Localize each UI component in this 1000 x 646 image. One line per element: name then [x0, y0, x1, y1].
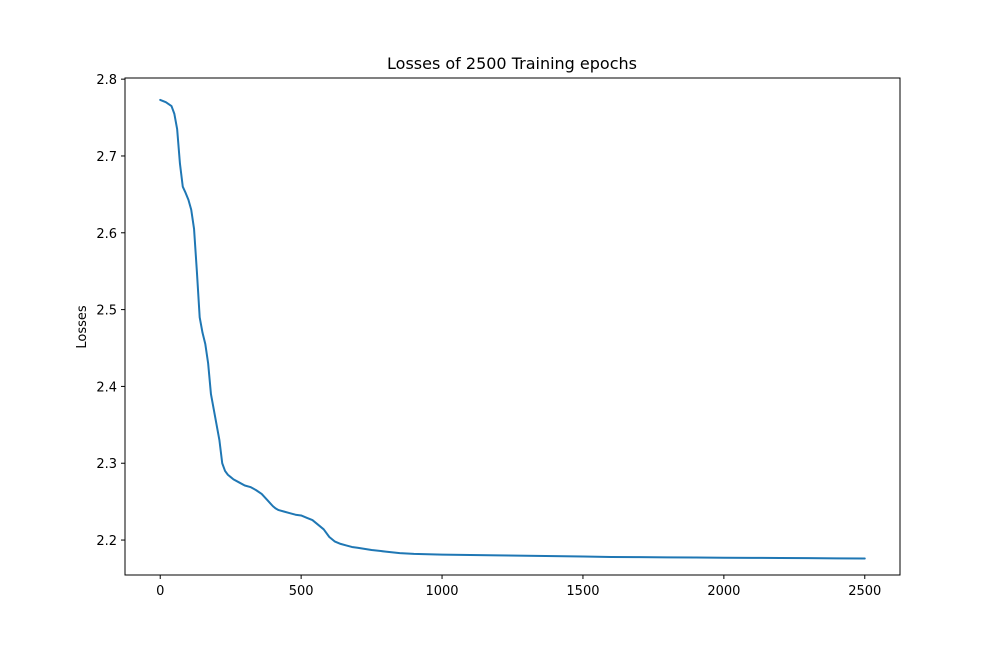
x-tick-label: 1000	[425, 584, 458, 599]
y-tick-label: 2.6	[96, 227, 117, 242]
axes-frame	[124, 77, 901, 576]
y-tick-label: 2.5	[96, 304, 117, 319]
plot-area	[159, 98, 866, 560]
y-tick-label: 2.2	[96, 534, 117, 549]
y-axis-label: Losses	[75, 305, 90, 349]
y-tick-label: 2.8	[96, 73, 117, 88]
y-tick-label: 2.3	[96, 457, 117, 472]
y-tick-label: 2.7	[96, 150, 117, 165]
x-tick-label: 1500	[566, 584, 599, 599]
x-tick-label: 0	[156, 584, 164, 599]
y-tick-label: 2.4	[96, 380, 117, 395]
chart-title: Losses of 2500 Training epochs	[387, 54, 637, 73]
loss-series-line	[159, 98, 866, 560]
x-tick-label: 500	[289, 584, 314, 599]
x-tick-label: 2000	[707, 584, 740, 599]
x-tick-label: 2500	[848, 584, 881, 599]
axis-ticks: 0 500 1000 1500 2000 2500 2.2 2.3 2.4 2.5 2.6 2.7 2.…	[96, 73, 881, 599]
